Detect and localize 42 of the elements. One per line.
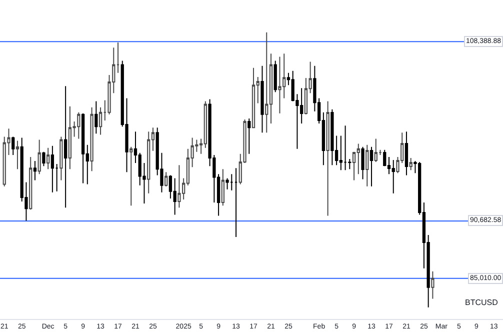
candlestick — [221, 168, 224, 206]
candlestick — [46, 147, 50, 170]
candlestick — [60, 136, 63, 181]
candlestick — [12, 136, 15, 156]
candlestick — [330, 108, 334, 166]
candlestick — [147, 131, 150, 194]
candlestick — [81, 112, 85, 184]
candlestick — [274, 60, 277, 93]
candlestick — [164, 172, 168, 187]
candlestick — [130, 146, 133, 206]
candlestick — [98, 106, 102, 136]
candlestick — [50, 145, 54, 193]
candlestick — [409, 157, 412, 171]
candlestick — [431, 270, 434, 300]
candlestick — [116, 42, 120, 74]
candlestick — [344, 125, 347, 171]
candlestick — [374, 138, 378, 163]
annotation: BTCUSD — [465, 298, 498, 307]
candlestick — [178, 164, 181, 208]
candlestick — [64, 86, 68, 208]
candlestick — [226, 178, 229, 190]
candlestick — [55, 164, 58, 192]
candlestick — [252, 67, 256, 128]
candlestick — [326, 100, 330, 216]
candlestick — [404, 131, 408, 176]
candlestick — [265, 32, 268, 134]
candlestick — [260, 65, 264, 134]
candlestick — [33, 160, 37, 181]
candlestick — [94, 100, 98, 134]
candlestick — [16, 140, 20, 170]
candlestick — [90, 106, 94, 172]
candlestick — [361, 146, 364, 180]
candlestick — [370, 146, 374, 187]
candlestick — [278, 56, 282, 114]
candlestick — [366, 144, 369, 187]
candlestick — [234, 168, 238, 238]
candlestick — [173, 178, 176, 216]
candlestick — [29, 156, 32, 210]
candlestick — [38, 139, 41, 175]
candlestick — [392, 160, 395, 194]
candlestick — [42, 151, 46, 167]
candlestick — [248, 118, 251, 154]
